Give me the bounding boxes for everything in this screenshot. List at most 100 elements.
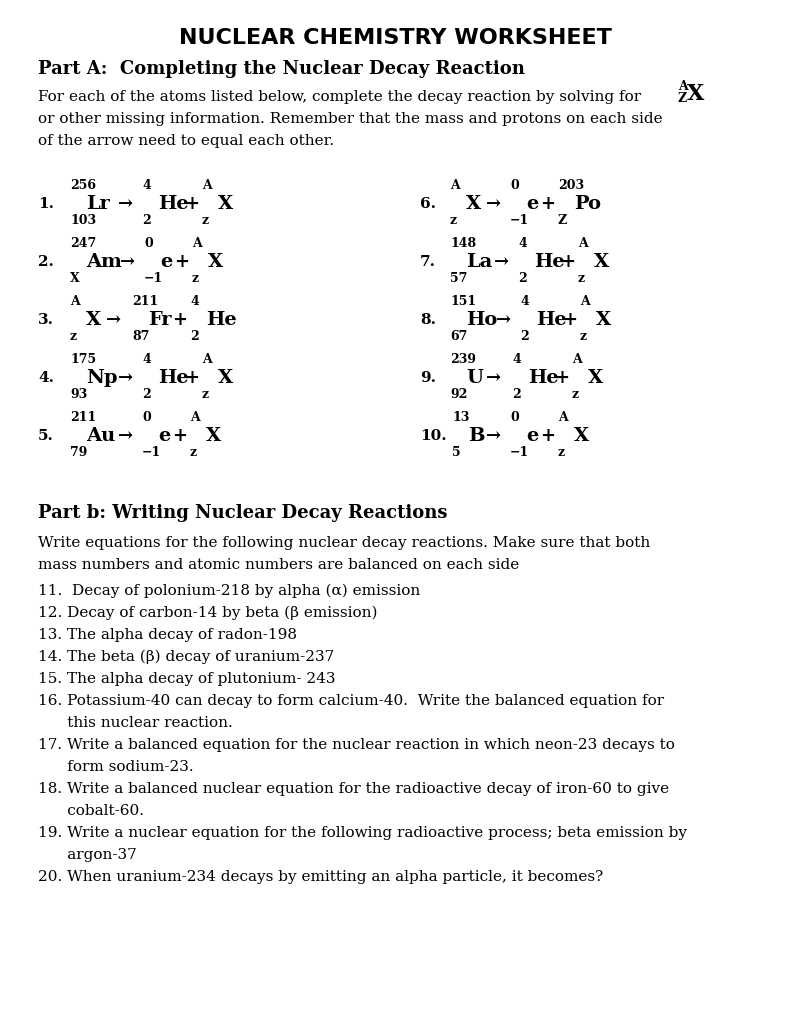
Text: form sodium-23.: form sodium-23. <box>38 760 194 774</box>
Text: NUCLEAR CHEMISTRY WORKSHEET: NUCLEAR CHEMISTRY WORKSHEET <box>179 28 611 48</box>
Text: 0: 0 <box>510 411 519 424</box>
Text: +: + <box>540 427 555 445</box>
Text: X: X <box>574 427 589 445</box>
Text: 4: 4 <box>512 353 520 366</box>
Text: 15. The alpha decay of plutonium- 243: 15. The alpha decay of plutonium- 243 <box>38 672 335 686</box>
Text: 203: 203 <box>558 179 584 193</box>
Text: 239: 239 <box>450 353 476 366</box>
Text: z: z <box>572 388 579 401</box>
Text: 8.: 8. <box>420 313 436 327</box>
Text: X: X <box>594 253 609 271</box>
Text: 2: 2 <box>520 330 528 343</box>
Text: 5.: 5. <box>38 429 54 443</box>
Text: 18. Write a balanced nuclear equation for the radioactive decay of iron-60 to gi: 18. Write a balanced nuclear equation fo… <box>38 782 669 796</box>
Text: For each of the atoms listed below, complete the decay reaction by solving for: For each of the atoms listed below, comp… <box>38 90 642 104</box>
Text: 14. The beta (β) decay of uranium-237: 14. The beta (β) decay of uranium-237 <box>38 650 335 665</box>
Text: He: He <box>528 369 558 387</box>
Text: 11.  Decay of polonium-218 by alpha (α) emission: 11. Decay of polonium-218 by alpha (α) e… <box>38 584 420 598</box>
Text: Au: Au <box>86 427 115 445</box>
Text: 175: 175 <box>70 353 97 366</box>
Text: 13. The alpha decay of radon-198: 13. The alpha decay of radon-198 <box>38 628 297 642</box>
Text: z: z <box>70 330 77 343</box>
Text: X: X <box>86 311 101 329</box>
Text: 2: 2 <box>142 214 151 227</box>
Text: Po: Po <box>574 195 601 213</box>
Text: He: He <box>158 369 188 387</box>
Text: z: z <box>190 446 197 459</box>
Text: −1: −1 <box>510 446 529 459</box>
Text: X: X <box>218 369 233 387</box>
Text: z: z <box>192 272 199 285</box>
Text: 92: 92 <box>450 388 467 401</box>
Text: Part A:  Completing the Nuclear Decay Reaction: Part A: Completing the Nuclear Decay Rea… <box>38 60 525 78</box>
Text: 4.: 4. <box>38 371 54 385</box>
Text: X: X <box>596 311 611 329</box>
Text: A: A <box>190 411 200 424</box>
Text: Write equations for the following nuclear decay reactions. Make sure that both: Write equations for the following nuclea… <box>38 536 650 550</box>
Text: A: A <box>450 179 460 193</box>
Text: X: X <box>218 195 233 213</box>
Text: →: → <box>120 253 135 271</box>
Text: A: A <box>70 295 80 308</box>
Text: A: A <box>678 80 687 93</box>
Text: 12. Decay of carbon-14 by beta (β emission): 12. Decay of carbon-14 by beta (β emissi… <box>38 606 377 621</box>
Text: −1: −1 <box>510 214 529 227</box>
Text: A: A <box>578 237 588 250</box>
Text: →: → <box>118 427 133 445</box>
Text: 211: 211 <box>132 295 158 308</box>
Text: argon-37: argon-37 <box>38 848 137 862</box>
Text: 4: 4 <box>142 179 151 193</box>
Text: U: U <box>466 369 483 387</box>
Text: He: He <box>536 311 566 329</box>
Text: +: + <box>172 427 187 445</box>
Text: z: z <box>578 272 585 285</box>
Text: X: X <box>588 369 604 387</box>
Text: 4: 4 <box>142 353 151 366</box>
Text: mass numbers and atomic numbers are balanced on each side: mass numbers and atomic numbers are bala… <box>38 558 519 572</box>
Text: +: + <box>184 369 199 387</box>
Text: 7.: 7. <box>420 255 436 269</box>
Text: →: → <box>494 253 509 271</box>
Text: 19. Write a nuclear equation for the following radioactive process; beta emissio: 19. Write a nuclear equation for the fol… <box>38 826 687 840</box>
Text: 9.: 9. <box>420 371 436 385</box>
Text: →: → <box>486 427 501 445</box>
Text: 148: 148 <box>450 237 476 250</box>
Text: 151: 151 <box>450 295 476 308</box>
Text: e: e <box>526 195 538 213</box>
Text: Lr: Lr <box>86 195 110 213</box>
Text: 2: 2 <box>190 330 199 343</box>
Text: 211: 211 <box>70 411 97 424</box>
Text: z: z <box>558 446 565 459</box>
Text: 17. Write a balanced equation for the nuclear reaction in which neon-23 decays t: 17. Write a balanced equation for the nu… <box>38 738 675 752</box>
Text: or other missing information. Remember that the mass and protons on each side: or other missing information. Remember t… <box>38 112 663 126</box>
Text: 3.: 3. <box>38 313 54 327</box>
Text: A: A <box>192 237 202 250</box>
Text: Z: Z <box>678 92 687 105</box>
Text: X: X <box>208 253 223 271</box>
Text: 93: 93 <box>70 388 87 401</box>
Text: e: e <box>160 253 172 271</box>
Text: 2.: 2. <box>38 255 54 269</box>
Text: 79: 79 <box>70 446 87 459</box>
Text: this nuclear reaction.: this nuclear reaction. <box>38 716 233 730</box>
Text: 10.: 10. <box>420 429 447 443</box>
Text: 16. Potassium-40 can decay to form calcium-40.  Write the balanced equation for: 16. Potassium-40 can decay to form calci… <box>38 694 664 708</box>
Text: 0: 0 <box>144 237 153 250</box>
Text: He: He <box>206 311 237 329</box>
Text: La: La <box>466 253 492 271</box>
Text: →: → <box>486 195 501 213</box>
Text: X: X <box>466 195 481 213</box>
Text: +: + <box>540 195 555 213</box>
Text: z: z <box>580 330 587 343</box>
Text: 0: 0 <box>510 179 519 193</box>
Text: 6.: 6. <box>420 197 436 211</box>
Text: Part b: Writing Nuclear Decay Reactions: Part b: Writing Nuclear Decay Reactions <box>38 504 448 522</box>
Text: 0: 0 <box>142 411 151 424</box>
Text: 2: 2 <box>512 388 520 401</box>
Text: z: z <box>202 388 209 401</box>
Text: z: z <box>202 214 209 227</box>
Text: 256: 256 <box>70 179 96 193</box>
Text: →: → <box>496 311 511 329</box>
Text: →: → <box>106 311 121 329</box>
Text: →: → <box>118 195 133 213</box>
